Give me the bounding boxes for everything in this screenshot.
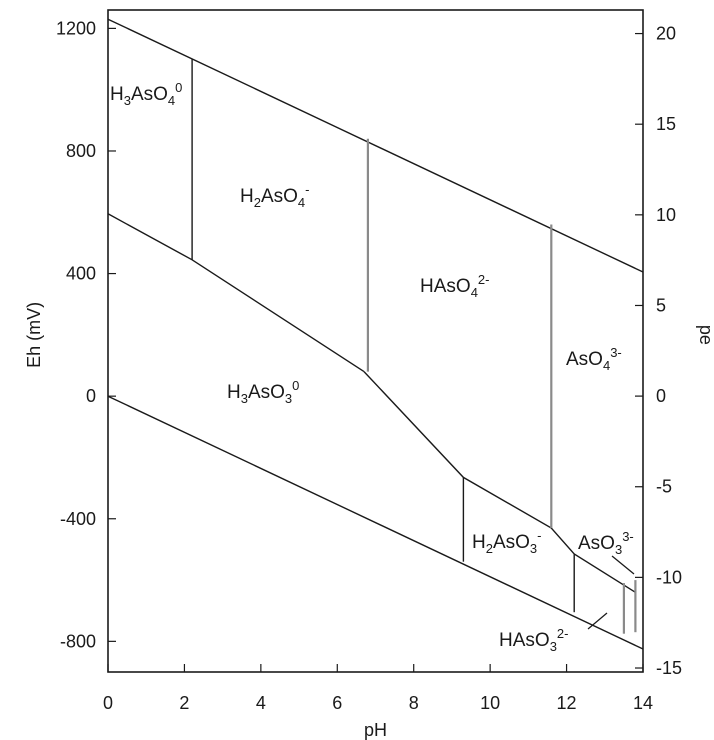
species-label-h3aso4: H3AsO40	[110, 80, 182, 108]
species-label-h2aso4: H2AsO4-	[240, 182, 310, 210]
aso3-leader-line	[611, 555, 635, 575]
species-labels: H3AsO40H2AsO4-HAsO42-AsO43-H3AsO30H2AsO3…	[110, 80, 634, 654]
y-left-tick-label: 400	[66, 264, 96, 284]
y-left-tick-label: 800	[66, 141, 96, 161]
species-h2aso3-mid: AsO	[493, 532, 530, 553]
y-axis-right-title: pe	[696, 325, 714, 345]
species-aso3-s2: 3	[615, 542, 622, 557]
y-axis-left-title: Eh (mV)	[24, 302, 44, 368]
species-h3aso4-pre: H	[110, 84, 124, 105]
species-h2aso3-s2: 3	[530, 541, 537, 556]
species-label-haso4: HAsO42-	[420, 272, 489, 300]
boundary-lines	[107, 18, 644, 650]
species-h2aso3-s1: 2	[486, 541, 493, 556]
y-right-tick-label: -10	[656, 567, 682, 587]
boundary-as5-as3-1	[107, 213, 365, 373]
x-tick-label: 12	[557, 693, 577, 713]
x-tick-label: 8	[409, 693, 419, 713]
boundary-water-lower	[107, 395, 644, 650]
species-h3aso3-mid: AsO	[248, 382, 285, 403]
species-h2aso3-pre: H	[472, 532, 486, 553]
species-h2aso4-mid: AsO	[261, 186, 298, 207]
species-h2aso4-s2: 4	[298, 195, 305, 210]
y-right-tick-label: 5	[656, 295, 666, 315]
species-h3aso3-pre: H	[227, 382, 241, 403]
y-right-tick-label: -5	[656, 477, 672, 497]
species-label-aso4: AsO43-	[566, 345, 622, 373]
x-tick-label: 0	[103, 693, 113, 713]
species-aso3-pre: AsO	[578, 533, 615, 554]
haso3-leader-line	[587, 612, 608, 630]
plot-frame	[107, 9, 644, 673]
species-h2aso4-sup: -	[305, 182, 309, 197]
y-right-tick-label: 0	[656, 386, 666, 406]
species-h2aso3-sup: -	[537, 528, 541, 543]
y-right-tick-label: 10	[656, 205, 676, 225]
axis-ticks: 0 2 4 6 8 10 12 1412008004000-400-80020151050-5…	[56, 18, 682, 713]
species-h3aso4-s1: 3	[124, 93, 131, 108]
y-left-tick-label: 0	[86, 386, 96, 406]
y-left-tick-label: -800	[60, 631, 96, 651]
x-tick-label: 2	[179, 693, 189, 713]
species-haso4-pre: HAsO	[420, 276, 471, 297]
species-haso4-sup: 2-	[478, 272, 490, 287]
species-label-aso3: AsO33-	[578, 529, 634, 557]
species-aso4-s2: 4	[603, 358, 610, 373]
y-left-tick-label: -400	[60, 509, 96, 529]
x-axis-title: pH	[364, 720, 387, 740]
species-aso4-sup: 3-	[610, 345, 622, 360]
species-h3aso3-s2: 3	[285, 391, 292, 406]
x-tick-label: 6	[332, 693, 342, 713]
species-haso3-s2: 3	[550, 639, 557, 654]
species-label-haso3: HAsO32-	[499, 626, 568, 654]
y-right-tick-label: -15	[656, 658, 682, 678]
species-h3aso3-sup: 0	[292, 378, 299, 393]
species-haso3-sup: 2-	[557, 626, 569, 641]
y-left-tick-label: 1200	[56, 18, 96, 38]
species-h3aso4-s2: 4	[168, 93, 175, 108]
x-tick-label: 14	[633, 693, 653, 713]
species-h2aso4-pre: H	[240, 186, 254, 207]
species-h3aso4-sup: 0	[175, 80, 182, 95]
species-haso4-s2: 4	[471, 285, 478, 300]
species-h3aso4-mid: AsO	[131, 84, 168, 105]
species-label-h2aso3: H2AsO3-	[472, 528, 542, 556]
y-right-tick-label: 15	[656, 114, 676, 134]
y-right-tick-label: 20	[656, 24, 676, 44]
species-aso4-pre: AsO	[566, 349, 603, 370]
species-haso3-pre: HAsO	[499, 630, 550, 651]
species-aso3-sup: 3-	[622, 529, 634, 544]
species-h2aso4-s1: 2	[254, 195, 261, 210]
species-h3aso3-s1: 3	[241, 391, 248, 406]
x-tick-label: 10	[480, 693, 500, 713]
species-label-h3aso3: H3AsO30	[227, 378, 299, 406]
x-tick-label: 4	[256, 693, 266, 713]
boundary-as5-as3-2	[363, 371, 636, 593]
boundary-water-upper	[107, 18, 644, 273]
